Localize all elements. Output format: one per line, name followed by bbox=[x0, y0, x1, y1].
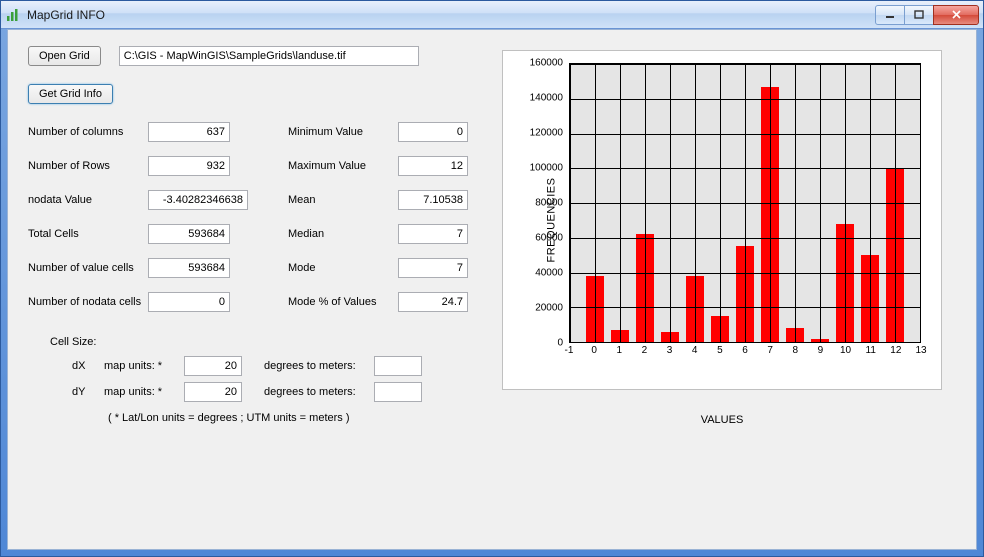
cellsize-conv-label: degrees to meters: bbox=[264, 360, 364, 372]
stat-label: Total Cells bbox=[28, 228, 148, 240]
cellsize-axis: dX bbox=[72, 360, 94, 372]
stat-value-field[interactable] bbox=[148, 258, 230, 278]
minimize-button[interactable] bbox=[875, 5, 905, 25]
histogram-chart: FREQUENCIES 0200004000060000800001000001… bbox=[502, 50, 942, 390]
x-tick-label: 5 bbox=[717, 345, 723, 356]
stat-value-field[interactable] bbox=[148, 156, 230, 176]
stat-row: Mode % of Values bbox=[288, 292, 468, 312]
stat-value-field[interactable] bbox=[398, 292, 468, 312]
stat-label: Number of columns bbox=[28, 126, 148, 138]
titlebar[interactable]: MapGrid INFO bbox=[1, 1, 983, 29]
stat-row: Minimum Value bbox=[288, 122, 468, 142]
app-window: MapGrid INFO Open Grid Get Grid Info Num… bbox=[0, 0, 984, 557]
stat-value-field[interactable] bbox=[148, 292, 230, 312]
x-tick-label: 9 bbox=[818, 345, 824, 356]
stat-label: Minimum Value bbox=[288, 126, 398, 138]
stat-row: Maximum Value bbox=[288, 156, 468, 176]
y-tick-label: 160000 bbox=[530, 58, 563, 69]
x-tick-label: 8 bbox=[793, 345, 799, 356]
x-tick-label: 1 bbox=[617, 345, 623, 356]
cellsize-footnote: ( * Lat/Lon units = degrees ; UTM units … bbox=[108, 412, 478, 424]
y-tick-label: 20000 bbox=[535, 303, 563, 314]
y-tick-label: 0 bbox=[557, 338, 563, 349]
y-tick-label: 140000 bbox=[530, 93, 563, 104]
stat-row: nodata Value bbox=[28, 190, 248, 210]
cellsize-conv-field[interactable] bbox=[374, 356, 422, 376]
x-tick-label: 11 bbox=[866, 345, 876, 356]
maximize-button[interactable] bbox=[904, 5, 934, 25]
y-tick-label: 120000 bbox=[530, 128, 563, 139]
stat-row: Number of columns bbox=[28, 122, 248, 142]
stat-value-field[interactable] bbox=[398, 156, 468, 176]
x-axis-label-below: VALUES bbox=[701, 414, 744, 426]
x-tick-label: 7 bbox=[767, 345, 773, 356]
x-tick-label: 0 bbox=[591, 345, 597, 356]
stat-row: Mean bbox=[288, 190, 468, 210]
stat-label: Mode bbox=[288, 262, 398, 274]
cellsize-units-label: map units: * bbox=[104, 386, 174, 398]
stat-label: Mode % of Values bbox=[288, 296, 398, 308]
cellsize-axis: dY bbox=[72, 386, 94, 398]
chart-panel: FREQUENCIES 0200004000060000800001000001… bbox=[488, 46, 956, 533]
stat-value-field[interactable] bbox=[148, 122, 230, 142]
stat-row: Median bbox=[288, 224, 468, 244]
y-tick-label: 60000 bbox=[535, 233, 563, 244]
y-tick-label: 80000 bbox=[535, 198, 563, 209]
x-tick-label: 12 bbox=[890, 345, 901, 356]
cellsize-conv-field[interactable] bbox=[374, 382, 422, 402]
close-button[interactable] bbox=[933, 5, 979, 25]
stat-row: Mode bbox=[288, 258, 468, 278]
stats-grid: Number of columns Number of Rows nodata Va… bbox=[28, 122, 478, 312]
cellsize-conv-label: degrees to meters: bbox=[264, 386, 364, 398]
window-controls bbox=[876, 5, 979, 25]
y-tick-label: 100000 bbox=[530, 163, 563, 174]
stat-value-field[interactable] bbox=[148, 224, 230, 244]
stat-label: Mean bbox=[288, 194, 398, 206]
stat-label: nodata Value bbox=[28, 194, 148, 206]
stat-value-field[interactable] bbox=[398, 122, 468, 142]
stat-value-field[interactable] bbox=[398, 190, 468, 210]
stat-value-field[interactable] bbox=[148, 190, 248, 210]
stat-label: Number of Rows bbox=[28, 160, 148, 172]
stat-row: Number of nodata cells bbox=[28, 292, 248, 312]
window-title: MapGrid INFO bbox=[27, 8, 876, 22]
app-icon bbox=[5, 7, 21, 23]
stat-value-field[interactable] bbox=[398, 258, 468, 278]
stat-row: Number of value cells bbox=[28, 258, 248, 278]
x-tick-label: 6 bbox=[742, 345, 748, 356]
open-grid-button[interactable]: Open Grid bbox=[28, 46, 101, 66]
cellsize-header: Cell Size: bbox=[50, 336, 478, 348]
cellsize-row: dX map units: * degrees to meters: bbox=[72, 356, 478, 376]
client-area: Open Grid Get Grid Info Number of column… bbox=[7, 29, 977, 550]
stat-row: Total Cells bbox=[28, 224, 248, 244]
x-tick-label: 4 bbox=[692, 345, 698, 356]
x-tick-label: 13 bbox=[915, 345, 926, 356]
x-tick-label: -1 bbox=[565, 345, 574, 356]
stat-label: Median bbox=[288, 228, 398, 240]
cellsize-block: Cell Size: dX map units: * degrees to mete… bbox=[28, 336, 478, 424]
chart-plot-area bbox=[569, 63, 921, 343]
cellsize-value-field[interactable] bbox=[184, 356, 242, 376]
x-tick-label: 10 bbox=[840, 345, 851, 356]
x-tick-label: 2 bbox=[642, 345, 648, 356]
grid-path-field[interactable] bbox=[119, 46, 419, 66]
cellsize-units-label: map units: * bbox=[104, 360, 174, 372]
x-tick-label: 3 bbox=[667, 345, 673, 356]
cellsize-value-field[interactable] bbox=[184, 382, 242, 402]
stat-label: Number of value cells bbox=[28, 262, 148, 274]
stat-label: Number of nodata cells bbox=[28, 296, 148, 308]
y-tick-label: 40000 bbox=[535, 268, 563, 279]
get-grid-info-button[interactable]: Get Grid Info bbox=[28, 84, 113, 104]
cellsize-row: dY map units: * degrees to meters: bbox=[72, 382, 478, 402]
left-panel: Open Grid Get Grid Info Number of column… bbox=[28, 46, 488, 533]
stat-row: Number of Rows bbox=[28, 156, 248, 176]
stat-value-field[interactable] bbox=[398, 224, 468, 244]
stat-label: Maximum Value bbox=[288, 160, 398, 172]
